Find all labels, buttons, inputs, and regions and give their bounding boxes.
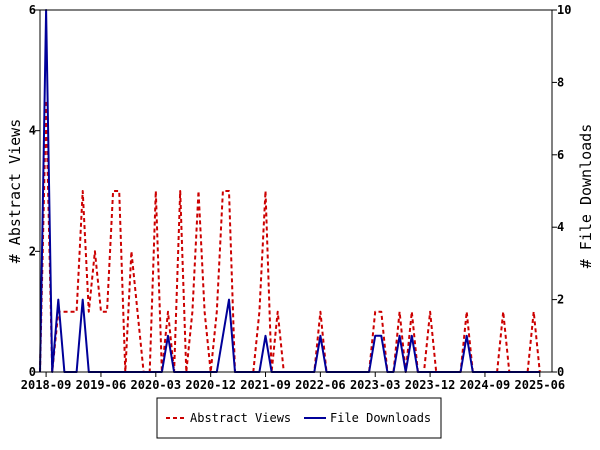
legend-label-file-downloads: File Downloads	[330, 411, 431, 425]
x-tick-label: 2019-06	[76, 378, 127, 392]
y-axis-right-title: # File Downloads	[577, 124, 595, 269]
x-tick-label: 2020-03	[131, 378, 182, 392]
legend: Abstract Views File Downloads	[156, 397, 442, 439]
x-axis: 2018-09 2019-06 2020-03 2020-12 2021-09 2022-…	[21, 372, 565, 392]
y-right-tick-label: 4	[557, 220, 564, 234]
y-right-tick-label: 10	[557, 3, 571, 17]
x-tick-label: 2022-06	[295, 378, 346, 392]
y-left-tick-label: 2	[29, 244, 36, 258]
y-right-tick-label: 8	[557, 75, 564, 89]
y-left-tick-label: 4	[29, 124, 36, 138]
legend-box	[156, 397, 442, 439]
y-right-tick-label: 2	[557, 293, 564, 307]
y-left-tick-label: 6	[29, 3, 36, 17]
x-tick-label: 2021-09	[240, 378, 291, 392]
y-axis-left-title: # Abstract Views	[6, 119, 24, 264]
plot-frame	[39, 9, 553, 373]
x-tick-label: 2024-09	[460, 378, 511, 392]
y-left-tick-label: 0	[29, 365, 36, 379]
y-right-tick-label: 0	[557, 365, 564, 379]
x-tick-label: 2018-09	[21, 378, 72, 392]
x-tick-label: 2023-12	[405, 378, 456, 392]
x-tick-label: 2023-03	[350, 378, 401, 392]
y-right-tick-label: 6	[557, 148, 564, 162]
legend-label-abstract-views: Abstract Views	[190, 411, 291, 425]
y-axis-left: 0 2 4 6	[29, 3, 40, 379]
y-axis-right: 0 2 4 6 8 10	[552, 3, 571, 379]
x-tick-label: 2025-06	[515, 378, 566, 392]
x-tick-label: 2020-12	[185, 378, 236, 392]
